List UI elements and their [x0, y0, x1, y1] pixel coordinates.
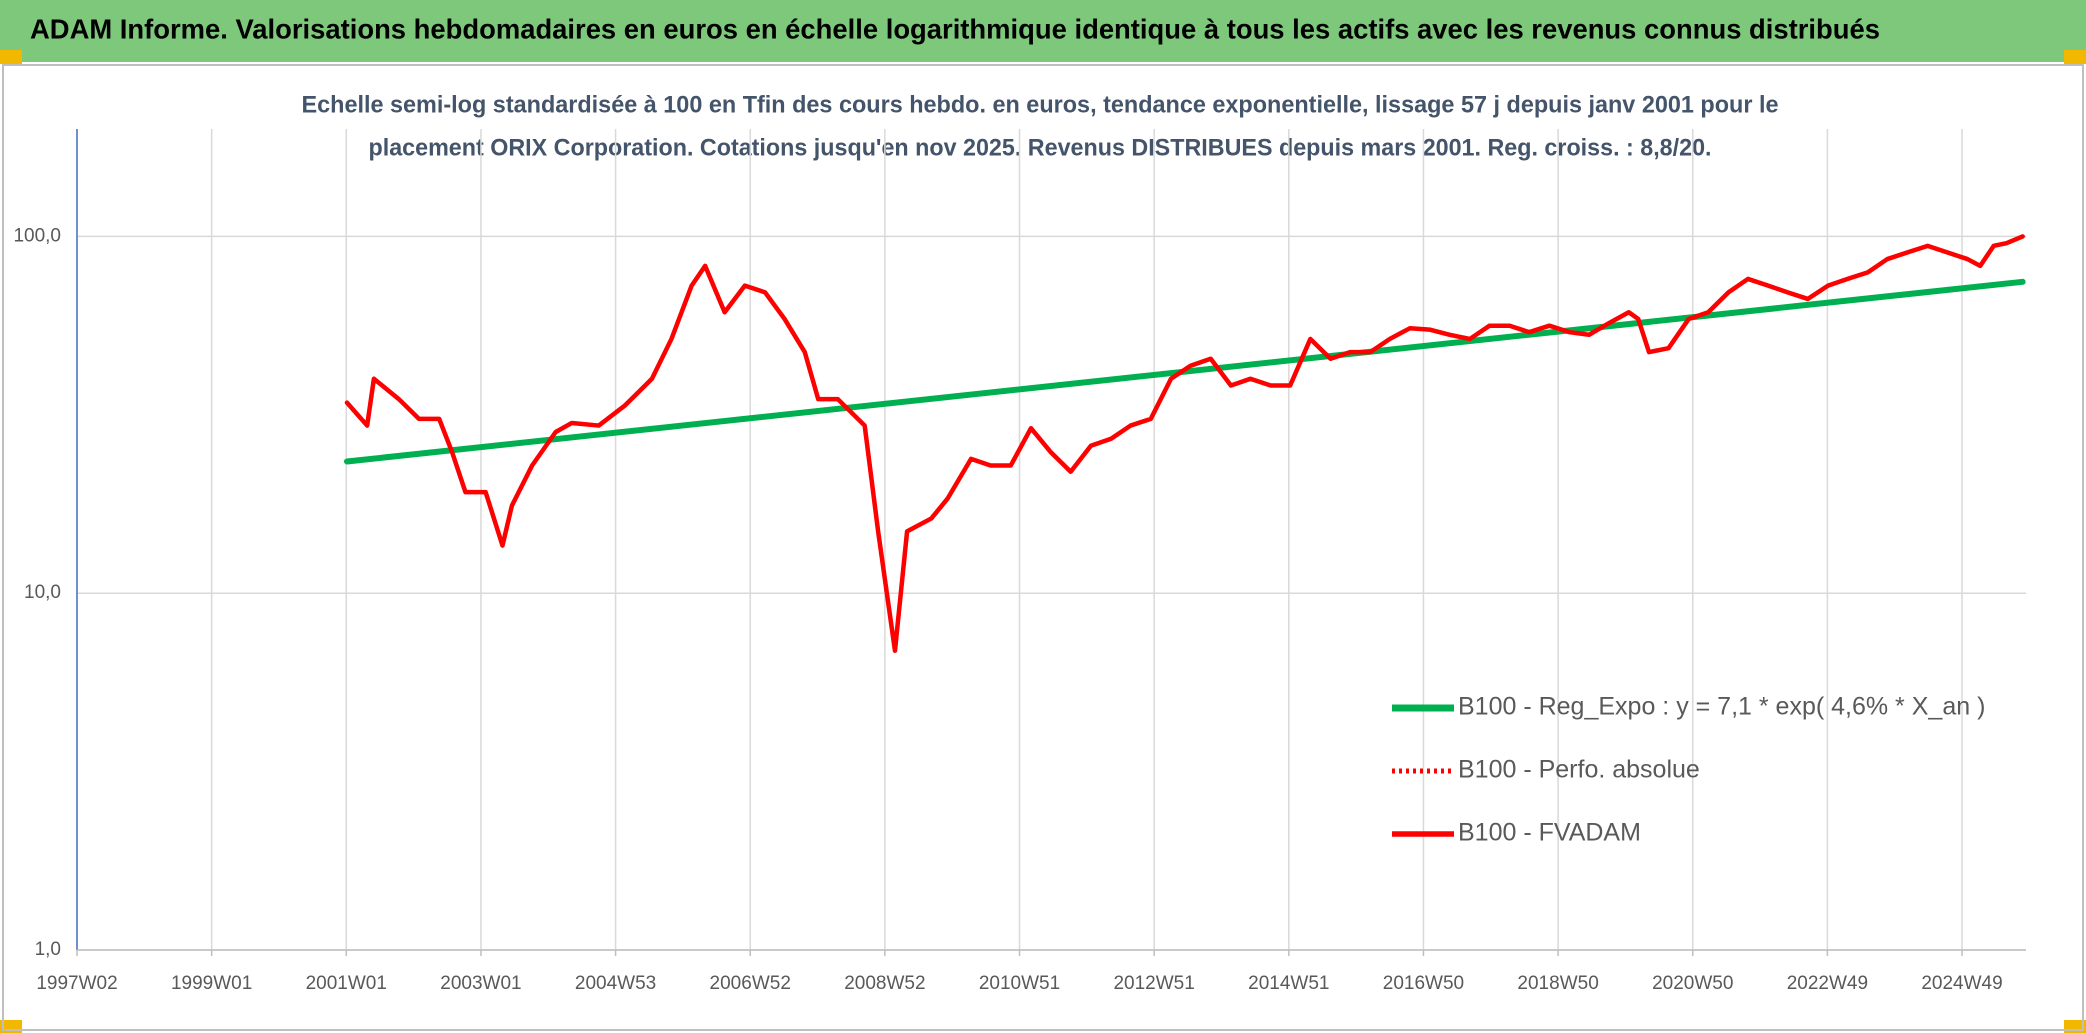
chart-subtitle: Echelle semi-log standardisée à 100 en T… [302, 91, 1779, 118]
x-tick-label: 2008W52 [844, 973, 925, 994]
corner-decoration [0, 50, 22, 64]
x-tick-label: 1999W01 [171, 973, 252, 994]
x-tick-label: 2018W50 [1517, 973, 1598, 994]
series-line [344, 234, 2025, 653]
x-tick-label: 2012W51 [1113, 973, 1194, 994]
x-tick-label: 2024W49 [1921, 973, 2002, 994]
y-tick-label: 10,0 [24, 582, 61, 603]
x-tick-label: 2003W01 [440, 973, 521, 994]
x-tick-label: 2004W53 [575, 973, 656, 994]
chart-title: ADAM Informe. Valorisations hebdomadaire… [30, 13, 1880, 44]
x-tick-label: 1997W02 [36, 973, 117, 994]
x-tick-label: 2006W52 [710, 973, 791, 994]
header-band [0, 0, 2086, 62]
y-tick-label: 1,0 [35, 939, 61, 960]
legend-label: B100 - Perfo. absolue [1458, 756, 1700, 784]
x-tick-label: 2014W51 [1248, 973, 1329, 994]
chart-subtitle: placement ORIX Corporation. Cotations ju… [369, 134, 1712, 161]
x-tick-label: 2022W49 [1787, 973, 1868, 994]
x-tick-label: 2016W50 [1383, 973, 1464, 994]
corner-decoration [2064, 50, 2086, 64]
x-tick-label: 2001W01 [306, 973, 387, 994]
legend-label: B100 - FVADAM [1458, 819, 1641, 847]
x-tick-label: 2020W50 [1652, 973, 1733, 994]
chart-border [2, 64, 2084, 1031]
legend-label: B100 - Reg_Expo : y = 7,1 * exp( 4,6% * … [1458, 693, 1985, 721]
y-tick-label: 100,0 [13, 225, 61, 246]
x-tick-label: 2010W51 [979, 973, 1060, 994]
